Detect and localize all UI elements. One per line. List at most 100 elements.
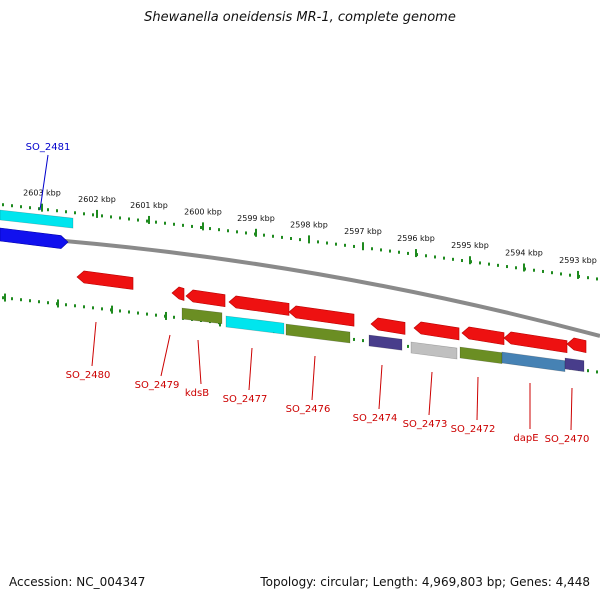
gene-leader: [248, 347, 253, 391]
accession-label: Accession:: [9, 575, 73, 589]
cds-box: [368, 334, 403, 351]
coordinate-label: 2600 kbp: [184, 207, 222, 216]
tick-dot: [479, 261, 481, 265]
gene-label: kdsB: [185, 388, 209, 399]
tick-dot: [101, 307, 103, 311]
tick-dot: [587, 369, 589, 373]
tick-dot: [65, 303, 67, 307]
tick-dot: [236, 230, 238, 234]
tick-dot: [56, 209, 58, 213]
tick-dot: [317, 240, 319, 244]
tick-dot: [110, 215, 112, 219]
accession-line: Accession: NC_004347: [9, 575, 145, 589]
coordinate-major-tick: [577, 270, 579, 279]
coordinate-label: 2593 kbp: [559, 256, 597, 265]
coordinate-label: 2596 kbp: [397, 234, 435, 243]
tick-dot: [569, 273, 571, 277]
tick-dot: [344, 243, 346, 247]
gene-arrow-reverse: [370, 317, 406, 335]
coordinate-label: 2595 kbp: [451, 241, 489, 250]
tick-dot: [380, 248, 382, 252]
tick-dot: [497, 263, 499, 267]
topology-label: Topology:: [260, 575, 317, 589]
tick-dot: [398, 250, 400, 254]
tick-dot: [47, 301, 49, 305]
tick-dot: [65, 210, 67, 214]
gene-label: SO_2473: [403, 419, 448, 430]
tick-dot: [542, 269, 544, 273]
lower-major-tick: [111, 305, 113, 314]
coordinate-major-tick: [148, 215, 150, 224]
coordinate-major-tick: [308, 235, 310, 244]
gene-label: SO_2480: [66, 370, 111, 381]
cds-box: [459, 346, 503, 364]
tick-dot: [272, 234, 274, 238]
tick-dot: [74, 304, 76, 308]
gene-arrow-reverse: [171, 286, 185, 301]
tick-dot: [299, 238, 301, 242]
gene-label: SO_2479: [135, 380, 180, 391]
tick-dot: [596, 370, 598, 374]
tick-dot: [164, 221, 166, 225]
tick-dot: [20, 205, 22, 209]
length-value: 4,969,803 bp: [421, 575, 502, 589]
lower-major-tick: [4, 293, 6, 302]
gene-label: dapE: [513, 433, 538, 444]
tick-dot: [371, 247, 373, 251]
tick-dot: [47, 208, 49, 212]
tick-dot: [119, 216, 121, 220]
gene-leader: [570, 387, 573, 431]
tick-dot: [290, 237, 292, 241]
gene-label: SO_2481: [26, 142, 71, 153]
tick-dot: [173, 222, 175, 226]
tick-dot: [452, 257, 454, 261]
coordinate-label: 2599 kbp: [237, 214, 275, 223]
tick-dot: [506, 265, 508, 269]
gene-arrow-forward: [0, 227, 69, 249]
cds-box: [564, 357, 585, 372]
coordinate-label: 2602 kbp: [78, 195, 116, 204]
tick-dot: [335, 242, 337, 246]
gene-label: SO_2477: [223, 394, 268, 405]
cds-box: [225, 315, 285, 335]
gene-arrow-reverse: [461, 326, 505, 345]
tick-dot: [515, 266, 517, 270]
tick-dot: [38, 207, 40, 211]
tick-dot: [173, 315, 175, 319]
gene-label: SO_2474: [353, 413, 398, 424]
cds-box: [181, 307, 223, 325]
tick-dot: [191, 224, 193, 228]
gene-arrow-reverse: [288, 305, 355, 327]
gene-leader: [428, 371, 433, 416]
tick-dot: [128, 310, 130, 314]
accession-value: NC_004347: [76, 575, 146, 589]
gene-arrow-reverse: [566, 337, 587, 354]
tick-dot: [353, 337, 355, 341]
tick-dot: [137, 218, 139, 222]
coordinate-major-tick: [523, 263, 525, 272]
tick-dot: [587, 276, 589, 280]
tick-dot: [533, 268, 535, 272]
map-title: Shewanella oneidensis MR-1, complete gen…: [144, 10, 456, 25]
gene-label: SO_2472: [451, 424, 496, 435]
cds-box: [501, 351, 566, 372]
coordinate-major-tick: [469, 256, 471, 265]
gene-arrow-reverse: [76, 270, 134, 290]
gene-arrow-reverse: [503, 331, 568, 353]
upper-tick-track: [2, 203, 598, 281]
tick-dot: [326, 241, 328, 245]
cds-box: [0, 209, 74, 229]
gene-leader: [160, 334, 171, 377]
tick-dot: [461, 259, 463, 263]
lower-major-tick: [57, 299, 59, 308]
cds-box: [285, 323, 351, 344]
tick-dot: [29, 206, 31, 210]
tick-dot: [200, 226, 202, 229]
backbone-arc: [0, 234, 600, 338]
coordinate-major-tick: [96, 209, 98, 218]
tick-dot: [20, 298, 22, 302]
gene-arrow-reverse: [185, 289, 226, 308]
genome-summary: Topology: circular; Length: 4,969,803 bp…: [260, 575, 590, 589]
gene-leader: [378, 364, 383, 410]
tick-dot: [74, 211, 76, 215]
